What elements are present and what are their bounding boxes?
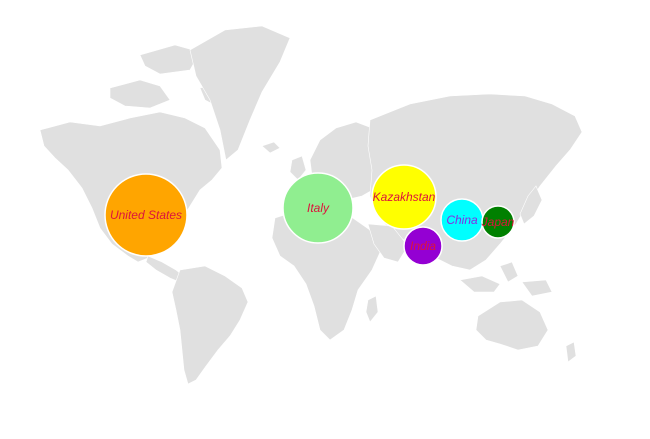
landmass-japan [519,185,543,225]
bubble-italy[interactable] [282,172,354,244]
landmass-australia [475,299,549,351]
bubble-india[interactable] [403,226,443,266]
bubble-japan[interactable] [481,205,515,239]
landmass-british-isles [289,155,307,181]
bubble-china[interactable] [440,198,484,242]
landmass-iceland [261,141,281,154]
bubble-kazakhstan[interactable] [371,164,437,230]
landmass-greenland [189,25,291,161]
landmass-south-america [171,265,249,385]
bubble-united-states[interactable] [104,173,188,257]
landmass-madagascar [365,295,379,323]
landmass-new-zealand [565,341,577,363]
bubble-layer: United States Italy Kazakhstan China Jap… [104,164,515,266]
landmass-southeast-asia-islands [459,261,553,297]
